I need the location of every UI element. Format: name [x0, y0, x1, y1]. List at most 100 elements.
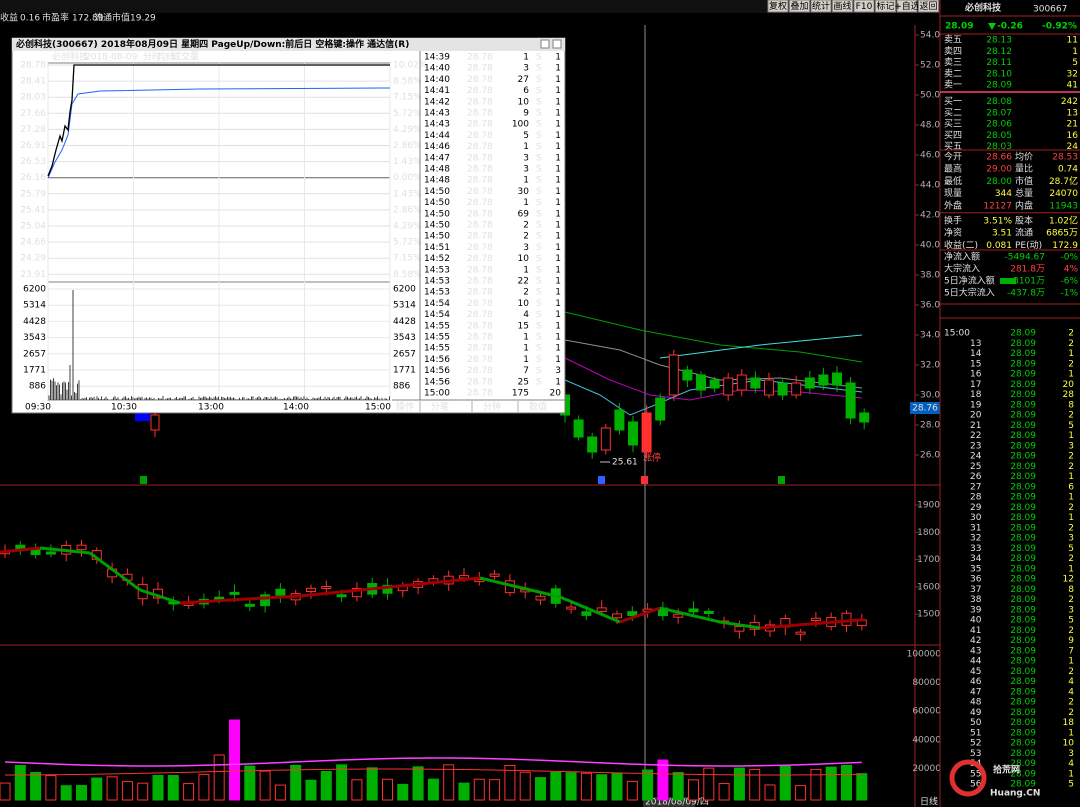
tick-side: S: [536, 355, 542, 365]
indicator-line: [704, 617, 711, 622]
period-label: 日线: [920, 796, 938, 807]
book-volume: 32: [1067, 69, 1078, 79]
tab[interactable]: 操作: [396, 401, 414, 413]
indicator-line: [719, 620, 726, 625]
tick-volume: 1: [523, 344, 529, 354]
volume-bar: [718, 783, 730, 801]
tick-price: 28.09: [1010, 646, 1036, 656]
tick-price: 28.09: [1010, 359, 1036, 369]
toolbar-button[interactable]: [875, 0, 896, 13]
indicator-line: [19, 548, 26, 552]
candle-body: [696, 374, 706, 391]
indicator-line: [609, 616, 616, 622]
tick-time: 14:46: [424, 142, 450, 152]
volume-bar: [443, 764, 455, 801]
tick-volume: 2: [1068, 698, 1074, 708]
candle-body: [614, 409, 625, 431]
popup-button[interactable]: [540, 39, 550, 49]
indicator-line: [454, 578, 461, 582]
tick-count: 1: [555, 64, 561, 74]
toolbar-button[interactable]: [896, 0, 918, 13]
indicator-line: [24, 547, 31, 551]
tick-price: 28.09: [1010, 636, 1036, 646]
indicator-line: [689, 613, 696, 618]
tick-time: 55: [970, 769, 981, 779]
indicator-line: [409, 583, 416, 587]
stat-label: 总量: [1015, 187, 1033, 199]
volume-bar: [688, 779, 699, 801]
toolbar-button[interactable]: [789, 0, 810, 13]
price-label: 23.91: [20, 270, 46, 280]
indicator-line: [479, 576, 486, 581]
stat-value: 29.00: [986, 165, 1012, 175]
indicator-line: [169, 598, 176, 603]
tab[interactable]: 数值: [529, 401, 547, 413]
volume-label: 886: [393, 382, 410, 392]
tick-time: 42: [970, 636, 981, 646]
tick-side: S: [536, 53, 542, 63]
toolbar-label[interactable]: 叠加: [790, 1, 808, 12]
tick-count: 1: [555, 243, 561, 253]
toolbar-button[interactable]: [918, 0, 939, 13]
stat-value: 28.53: [1052, 153, 1078, 163]
candle-body: [45, 551, 56, 555]
tick-price: 28.09: [1010, 554, 1036, 564]
toolbar-button[interactable]: [767, 0, 789, 13]
indicator-line: [164, 596, 171, 602]
stock-code: 300667: [1033, 5, 1067, 15]
tick-volume: 3: [1068, 534, 1074, 544]
candle-body: [214, 596, 225, 600]
toolbar-label[interactable]: +自选: [894, 0, 920, 12]
price-axis-label: 28.00: [920, 421, 946, 431]
tick-price: 28.78: [467, 198, 493, 208]
toolbar-button[interactable]: [810, 0, 832, 13]
tab[interactable]: 分笔: [431, 401, 449, 413]
toolbar-label[interactable]: 统计: [812, 0, 830, 12]
toolbar-button[interactable]: [853, 0, 875, 13]
tick-volume: 3: [523, 64, 529, 74]
tick-price: 28.09: [1010, 626, 1036, 636]
tick-time: 28: [970, 493, 982, 503]
indicator-label: 流通市值: [94, 12, 130, 24]
tick-price: 28.78: [467, 131, 493, 141]
toolbar-label[interactable]: 画线: [833, 0, 851, 12]
tab[interactable]: 分钟: [483, 401, 501, 413]
toolbar-button[interactable]: [832, 0, 853, 13]
tick-price: 28.09: [1010, 616, 1036, 626]
tick-side: S: [536, 142, 542, 152]
volume-bar: [137, 782, 149, 801]
tick-time: 37: [970, 585, 981, 595]
stat-value: 3.51: [992, 229, 1012, 239]
volume-bar: [167, 774, 179, 801]
flow-bar: [1000, 278, 1016, 284]
volume-axis-label: 40000: [912, 735, 941, 745]
volume-bar: [657, 759, 669, 801]
tick-time: 39: [970, 605, 982, 615]
indicator-axis-label: 1700: [917, 555, 940, 565]
tick-volume: 1: [1068, 431, 1074, 441]
tick-volume: 2: [1068, 667, 1074, 677]
tick-time: 27: [970, 482, 981, 492]
indicator-line: [374, 586, 381, 590]
indicator-line: [54, 548, 61, 552]
toolbar-label[interactable]: 标记: [876, 0, 894, 12]
event-marker: [641, 476, 648, 484]
book-volume: 16: [1067, 131, 1079, 141]
toolbar-label[interactable]: F10: [856, 2, 873, 12]
volume-bar: [519, 771, 531, 801]
indicator-line: [364, 587, 371, 591]
pct-label: 2.86%: [393, 205, 422, 215]
tick-count: 1: [555, 221, 561, 231]
toolbar-label[interactable]: 返回: [919, 0, 937, 12]
tick-time: 14:56: [424, 377, 450, 387]
tick-time: 15:00: [424, 389, 450, 399]
indicator-line: [369, 587, 376, 591]
candle-body: [150, 414, 160, 431]
tick-time: 14:47: [424, 153, 450, 163]
price-label: 26.16: [20, 173, 46, 183]
moving-average: [659, 334, 863, 359]
candle-body: [791, 382, 802, 396]
tick-volume: 12: [1063, 575, 1074, 585]
popup-button[interactable]: [552, 39, 562, 49]
toolbar-label[interactable]: 复权: [769, 0, 787, 12]
